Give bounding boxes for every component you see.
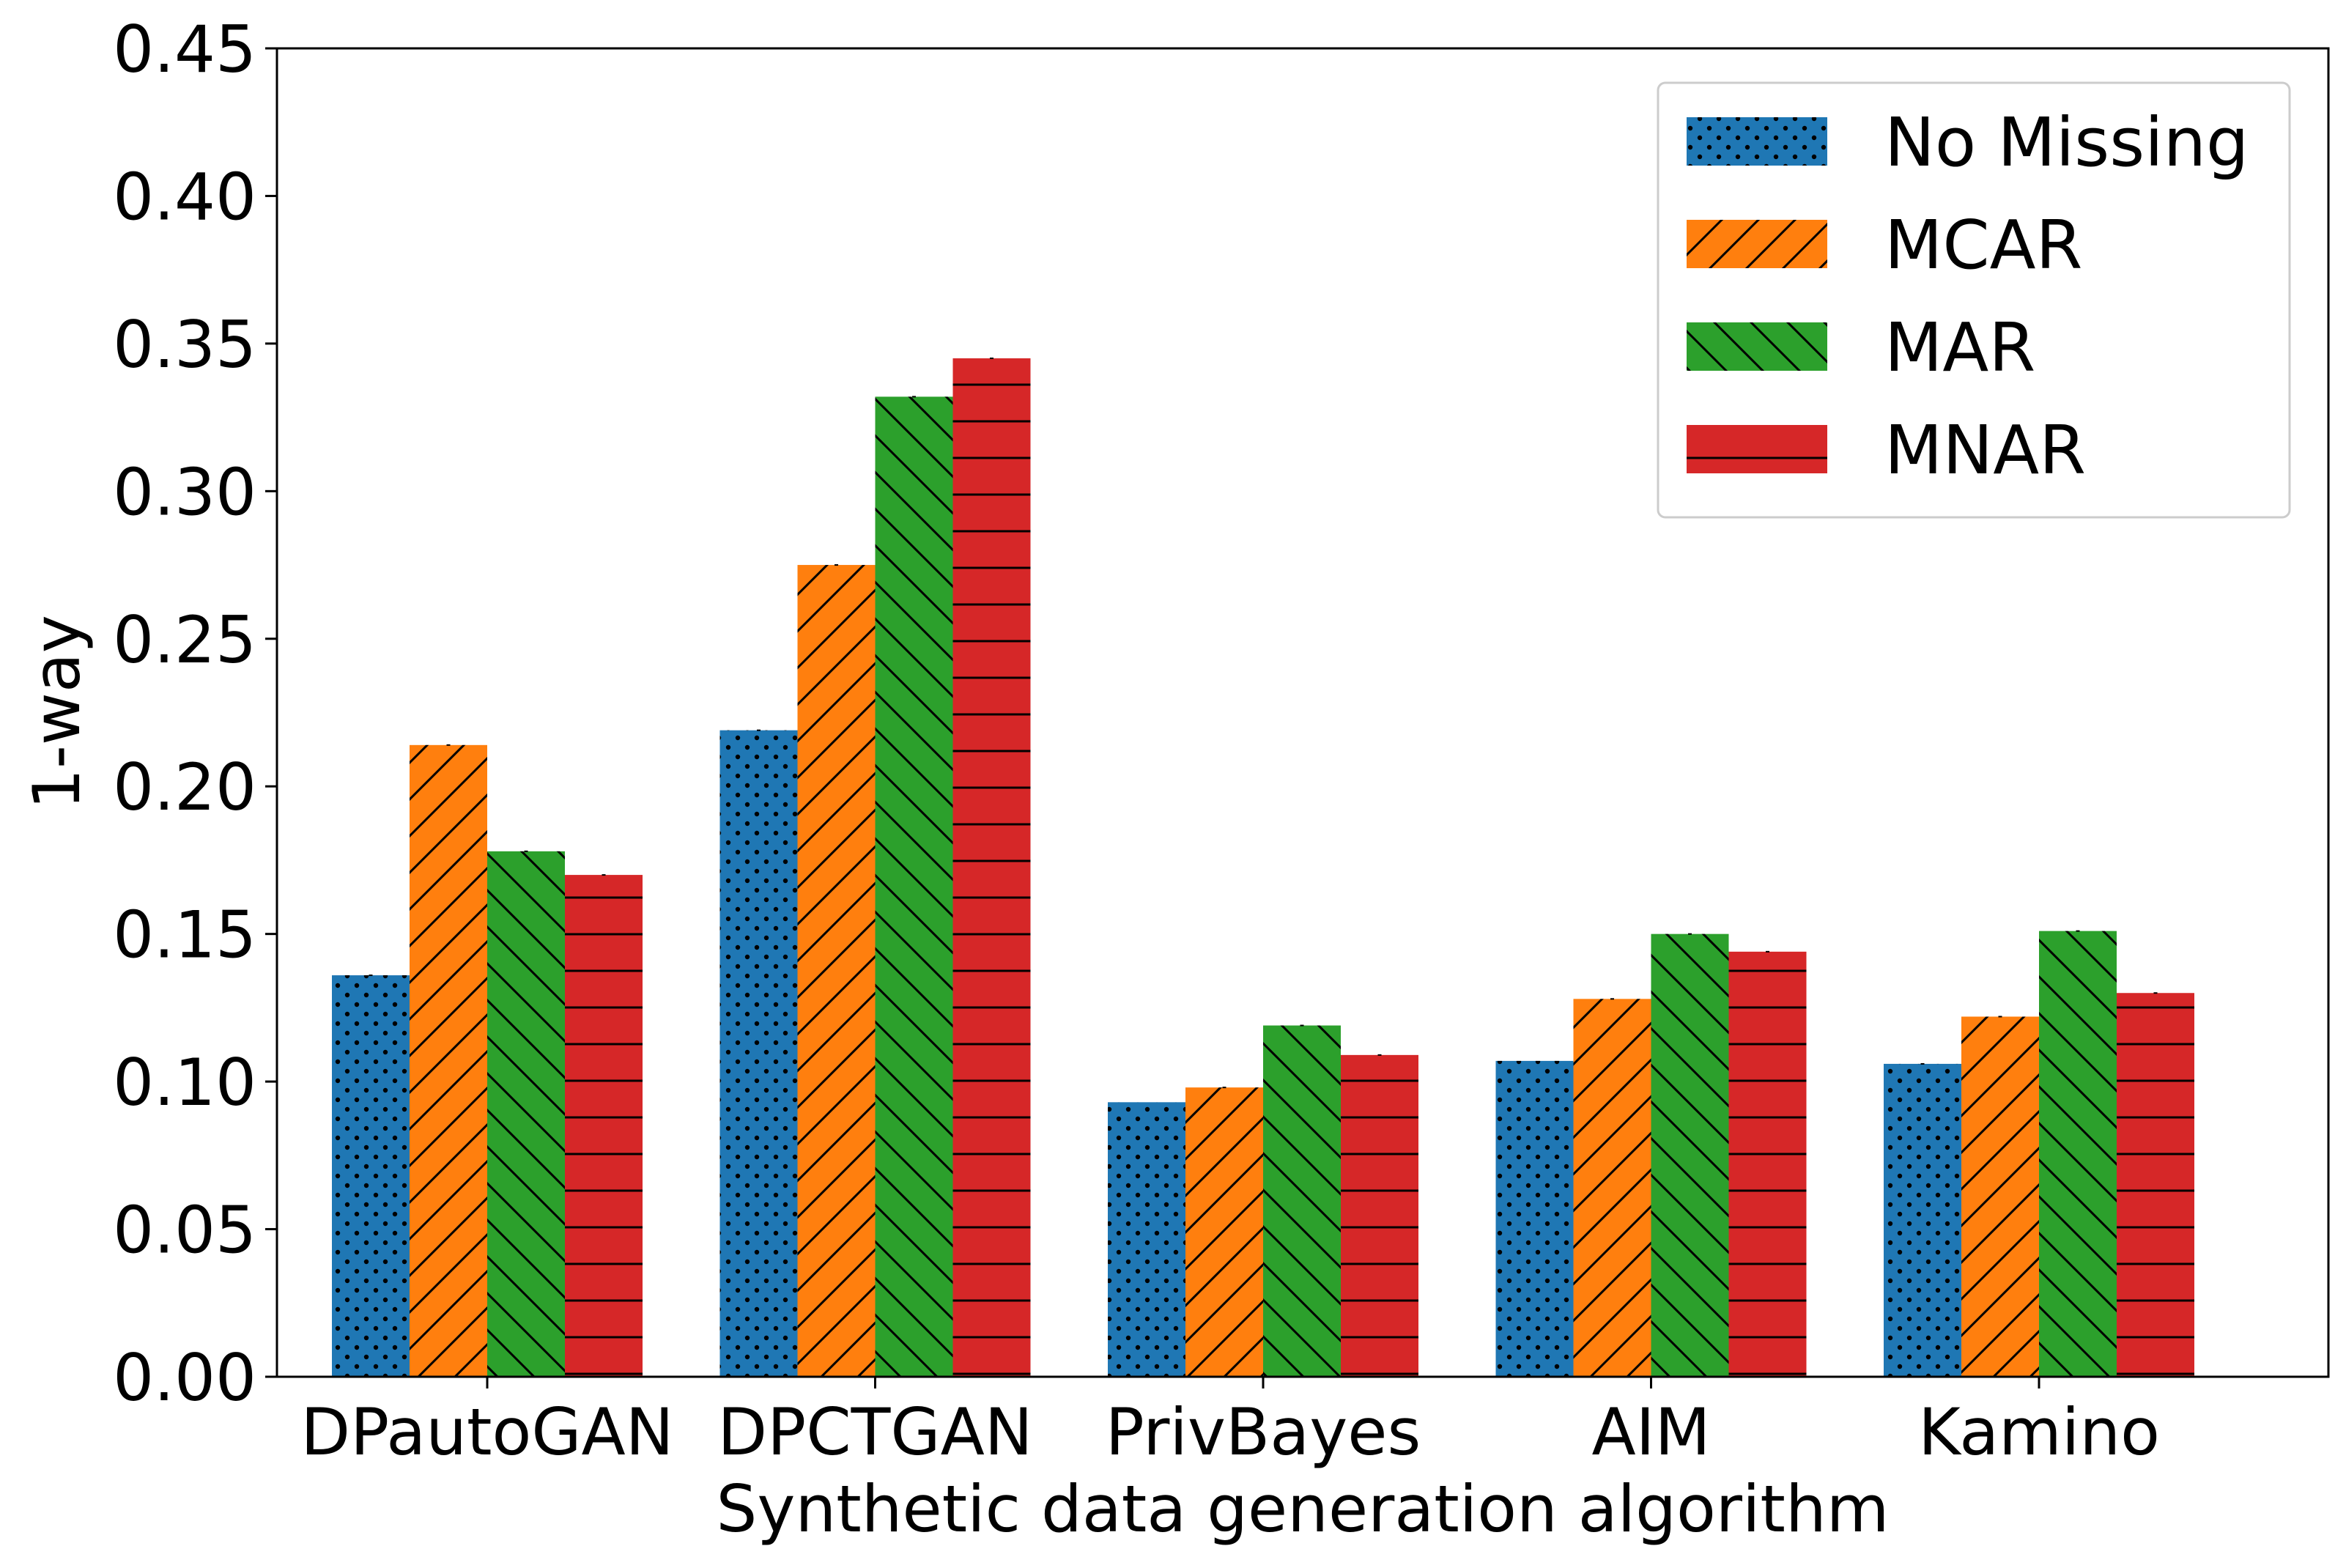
y-tick-label: 0.15 [113,898,256,973]
bar-no-missing-aim-hatch [1495,1060,1574,1377]
y-tick-label: 0.45 [113,12,256,87]
bar-mcar-privbayes-hatch [1185,1087,1263,1377]
bar-mcar-kamino-hatch [1961,1016,2039,1377]
bar-no-missing-dpautogan-hatch [332,975,410,1377]
y-tick-label: 0.00 [113,1340,256,1416]
y-tick-label: 0.40 [113,159,256,234]
bar-mnar-dpctgan-hatch [952,358,1031,1377]
x-tick-label: PrivBayes [1106,1394,1421,1470]
bar-mnar-dpautogan-hatch [565,875,643,1377]
y-tick-label: 0.05 [113,1193,256,1268]
bar-mcar-dpautogan-hatch [410,744,487,1377]
bar-mar-dpctgan-hatch [875,396,953,1377]
bar-mnar-kamino-hatch [2117,993,2194,1377]
bar-mar-kamino-hatch [2039,931,2117,1377]
y-tick-label: 0.20 [113,750,256,825]
y-tick-label: 0.25 [113,602,256,678]
y-tick-label: 0.10 [113,1045,256,1120]
y-tick-label: 0.30 [113,454,256,530]
x-axis-title: Synthetic data generation algorithm [717,1471,1890,1547]
y-axis-title: 1-way [19,615,95,810]
legend-swatch-mcar-hatch [1687,220,1827,268]
x-tick-label: DPCTGAN [717,1394,1032,1470]
legend-label: MCAR [1884,206,2082,284]
legend-swatch-mar-hatch [1687,322,1827,371]
x-tick-label: AIM [1591,1394,1710,1470]
x-tick-label: DPautoGAN [300,1394,673,1470]
bar-mar-privbayes-hatch [1263,1025,1341,1377]
bar-mar-dpautogan-hatch [487,851,565,1377]
legend-swatch-mnar-hatch [1687,425,1827,473]
legend-label: MAR [1884,308,2035,387]
y-tick-label: 0.35 [113,307,256,382]
bar-mnar-aim-hatch [1728,951,1807,1377]
bar-no-missing-privbayes-hatch [1108,1102,1185,1377]
legend: No Missing MCAR MAR MNAR [1657,81,2291,519]
bar-no-missing-dpctgan-hatch [719,730,798,1377]
plot-area-frame [275,47,2330,1378]
x-tick-label: Kamino [1918,1394,2160,1470]
bar-mar-aim-hatch [1651,933,1729,1377]
legend-label: MNAR [1884,411,2086,489]
bar-no-missing-kamino-hatch [1884,1063,1961,1377]
legend-swatch-no-missing-hatch [1687,117,1827,166]
bar-mcar-dpctgan-hatch [797,565,876,1377]
bar-mcar-aim-hatch [1573,999,1651,1377]
bar-mnar-privbayes-hatch [1341,1054,1418,1377]
legend-frame [1657,81,2291,519]
legend-label: No Missing [1884,103,2249,182]
